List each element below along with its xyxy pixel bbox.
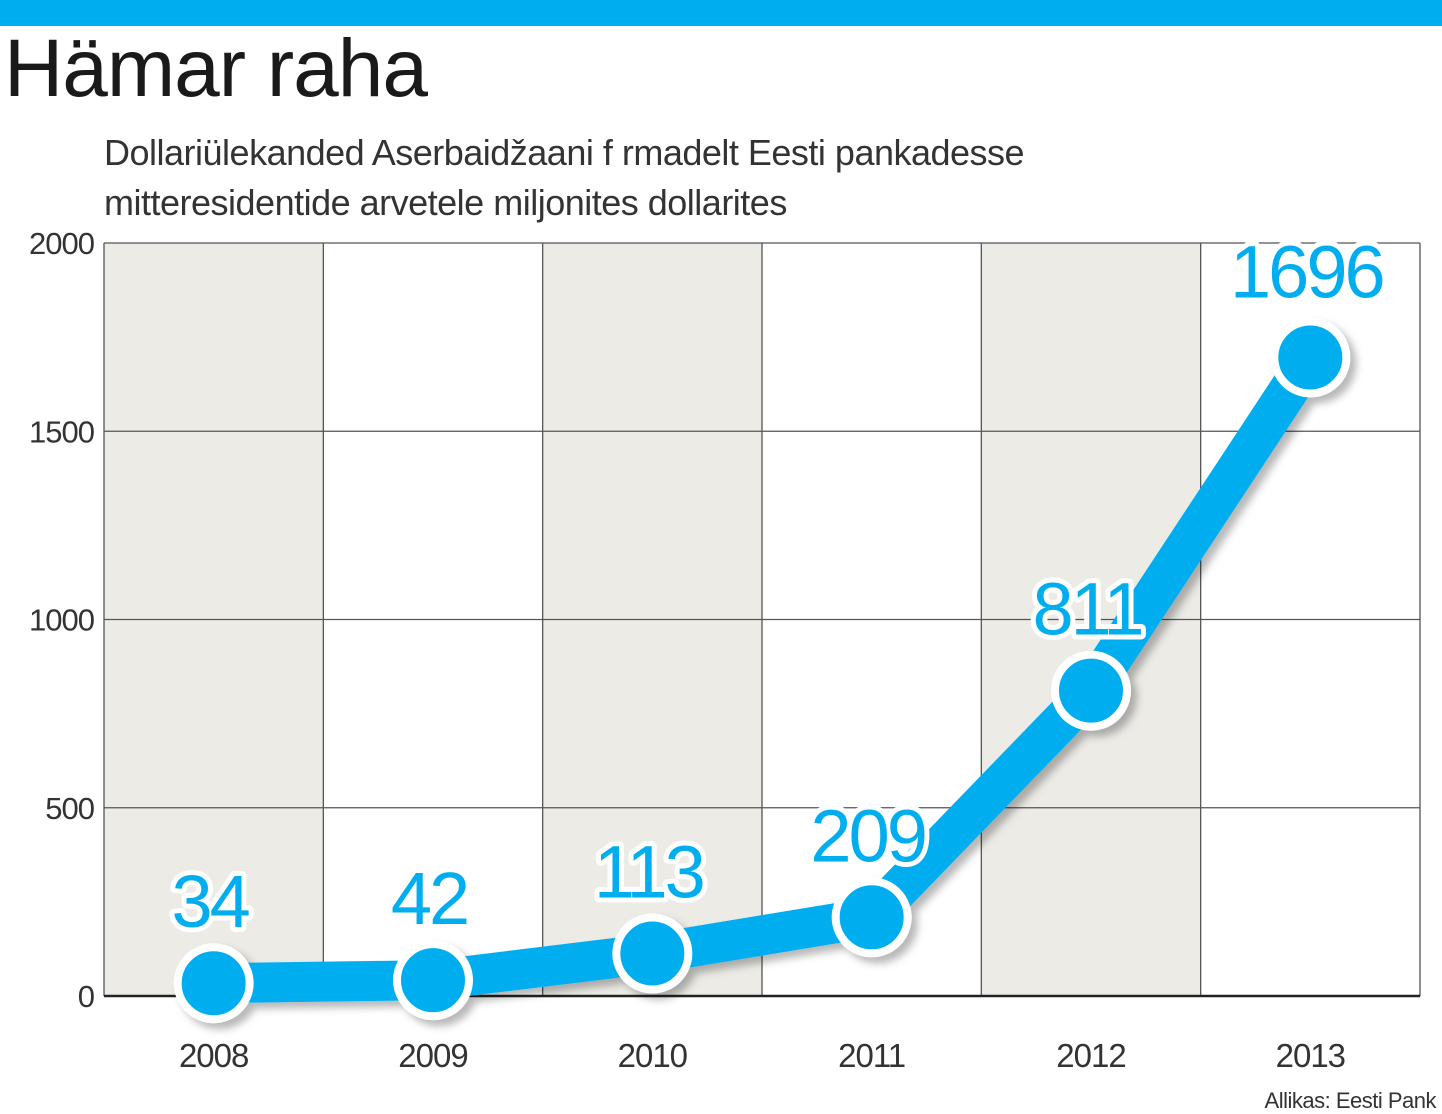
subtitle-line-2: mitteresidentide arvetele miljonites dol… bbox=[104, 182, 787, 223]
y-tick-label: 1500 bbox=[29, 414, 95, 449]
data-label: 34 bbox=[172, 860, 249, 943]
x-tick-label: 2010 bbox=[618, 1037, 688, 1074]
y-tick-label: 2000 bbox=[29, 226, 95, 261]
data-label: 42 bbox=[391, 857, 467, 940]
grid-lines bbox=[103, 242, 1421, 998]
x-tick-label: 2008 bbox=[179, 1037, 248, 1074]
x-tick-label: 2013 bbox=[1276, 1037, 1345, 1074]
source-note: Allikas: Eesti Pank bbox=[1264, 1088, 1437, 1113]
data-label: 811 bbox=[1033, 568, 1142, 651]
x-tick-label: 2011 bbox=[838, 1037, 905, 1074]
y-axis-ticks: 0 500 1000 1500 2000 bbox=[29, 226, 96, 1014]
subtitle-line-1: Dollariülekanded Aserbaidžaani f rmadelt… bbox=[104, 132, 1025, 173]
x-tick-label: 2012 bbox=[1056, 1037, 1125, 1074]
data-label: 113 bbox=[594, 830, 703, 913]
y-tick-label: 1000 bbox=[29, 603, 95, 638]
data-point bbox=[831, 877, 912, 958]
data-point bbox=[1270, 317, 1351, 398]
data-point bbox=[612, 913, 693, 994]
data-labels: 34 42 113 209 811 1696 bbox=[167, 225, 1391, 948]
data-point bbox=[173, 943, 254, 1024]
x-axis-ticks: 2008 2009 2010 2011 2012 2013 bbox=[179, 1037, 1346, 1074]
series-group bbox=[173, 317, 1351, 1024]
top-accent-bar bbox=[0, 0, 1442, 26]
data-point bbox=[393, 940, 473, 1021]
y-tick-label: 0 bbox=[78, 979, 95, 1014]
data-label: 1696 bbox=[1230, 230, 1383, 313]
data-point bbox=[1051, 650, 1131, 731]
chart-title: Hämar raha bbox=[4, 23, 428, 114]
y-tick-label: 500 bbox=[45, 791, 94, 826]
chart-subtitle: Dollariülekanded Aserbaidžaani f rmadelt… bbox=[104, 128, 1025, 228]
x-tick-label: 2009 bbox=[398, 1037, 467, 1074]
data-label: 209 bbox=[810, 794, 924, 877]
data-series bbox=[173, 317, 1351, 1024]
